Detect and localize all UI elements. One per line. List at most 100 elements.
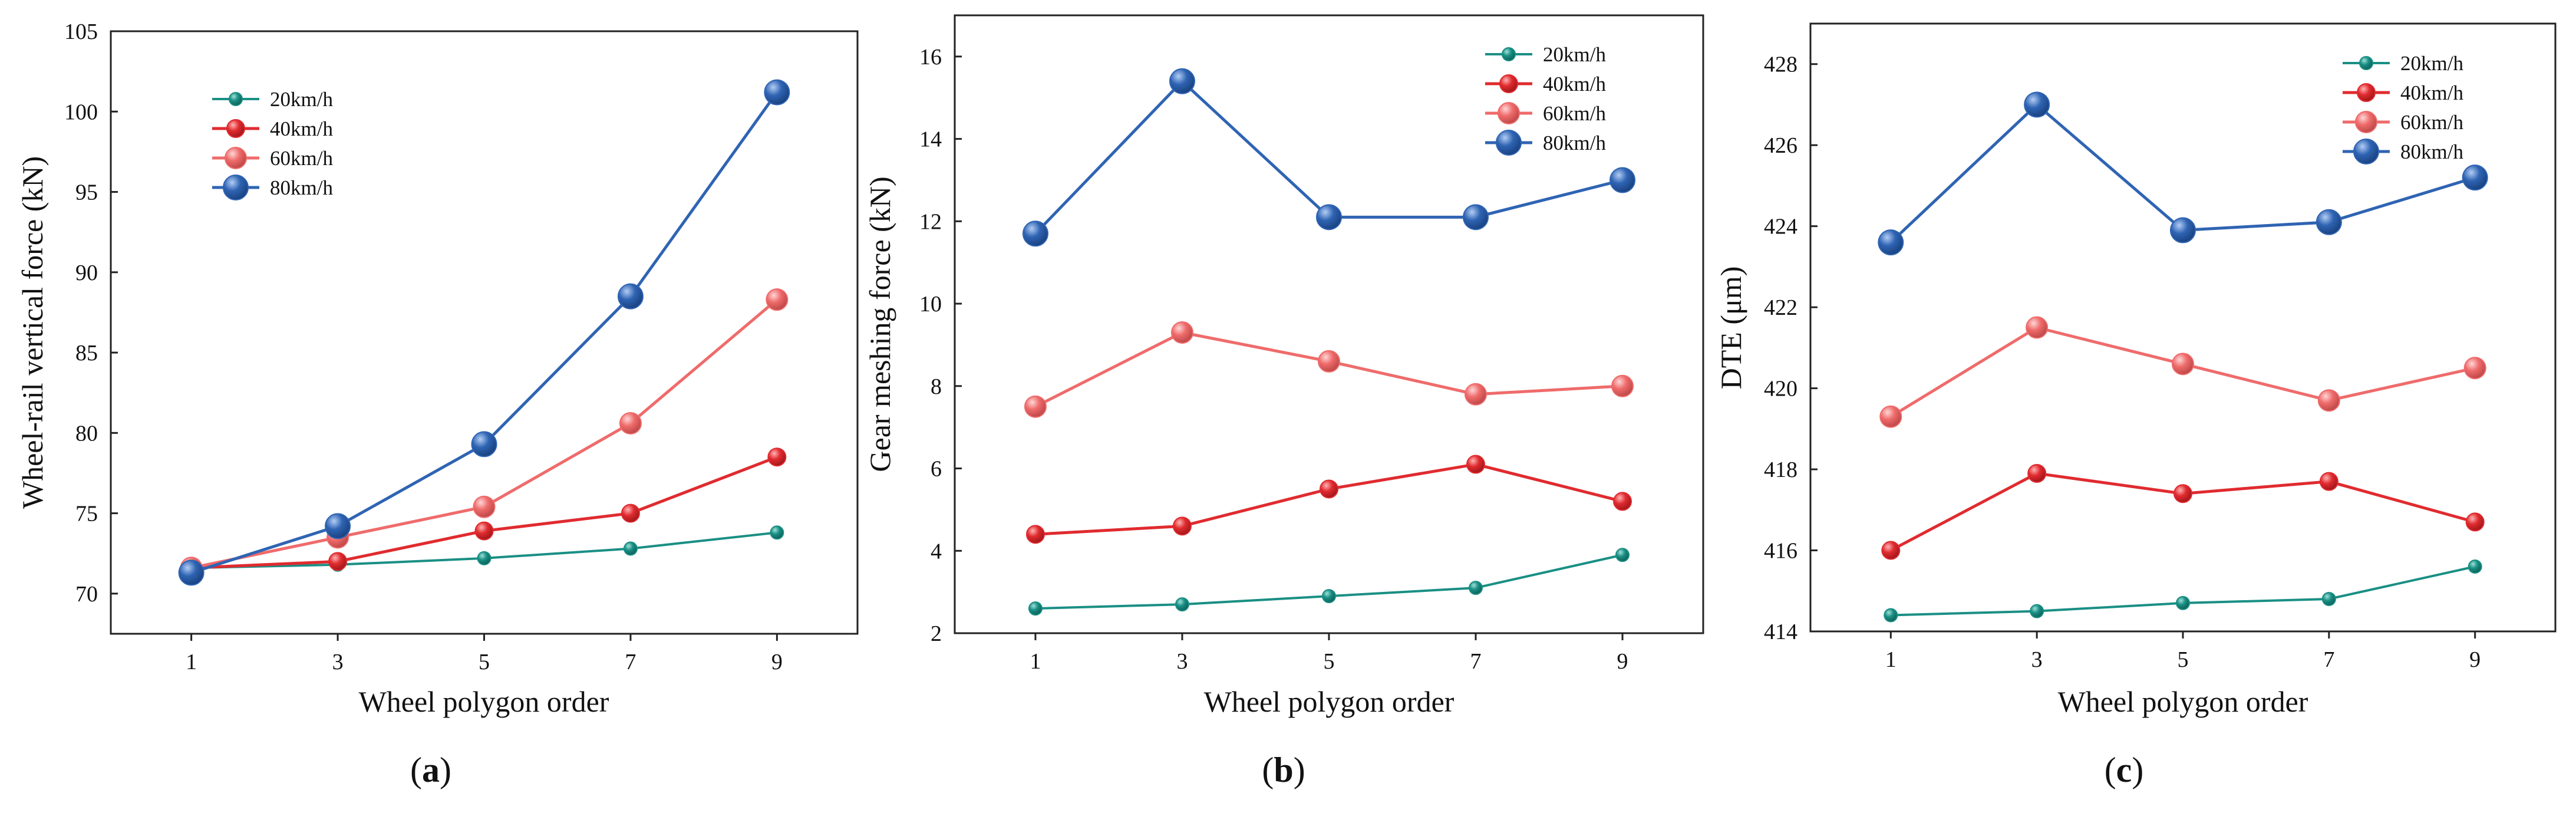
legend-swatch-marker bbox=[2359, 56, 2373, 70]
data-point-60km-h bbox=[1465, 383, 1487, 406]
data-point-40km-h bbox=[2319, 472, 2338, 491]
data-point-80km-h bbox=[2462, 164, 2488, 191]
y-tick-label: 428 bbox=[1764, 52, 1797, 77]
y-tick-label: 70 bbox=[75, 582, 98, 607]
legend-a: 20km/h 40km/h 60km/h 80km/h bbox=[212, 88, 333, 200]
x-tick-label: 7 bbox=[1470, 649, 1482, 674]
x-tick-label: 9 bbox=[1617, 649, 1628, 674]
data-point-20km-h bbox=[2030, 604, 2044, 618]
series-layer-c bbox=[1878, 91, 2488, 623]
x-tick-label: 3 bbox=[2031, 647, 2043, 672]
chart-panel-c: 414 416 418 420 422 424 426 428 1 3 5 7 9 20km/h 40k… bbox=[1714, 22, 2557, 789]
legend-label: 60km/h bbox=[2400, 111, 2463, 134]
y-tick-label: 100 bbox=[64, 100, 98, 124]
data-point-60km-h bbox=[1879, 405, 1902, 428]
y-axis-title-b: Gear meshing force (kN) bbox=[863, 176, 896, 472]
legend-swatch-marker bbox=[1502, 47, 1516, 61]
panel-label-c: (c) bbox=[2105, 751, 2144, 789]
data-point-40km-h bbox=[2465, 512, 2485, 532]
data-point-40km-h bbox=[1172, 516, 1192, 536]
y-tick-label: 10 bbox=[919, 292, 942, 317]
x-tick-label: 5 bbox=[479, 650, 490, 674]
panel-letter-a: a bbox=[422, 751, 440, 789]
data-point-40km-h bbox=[328, 552, 348, 571]
data-point-40km-h bbox=[1320, 479, 1338, 499]
legend-label: 80km/h bbox=[1543, 131, 1606, 154]
y-axis-title-c: DTE (μm) bbox=[1714, 266, 1747, 390]
x-tick-label: 9 bbox=[2469, 647, 2481, 672]
data-point-80km-h bbox=[764, 79, 790, 106]
legend-label: 20km/h bbox=[1543, 43, 1606, 66]
data-point-80km-h bbox=[1022, 220, 1048, 247]
x-tick-label: 1 bbox=[186, 650, 197, 674]
data-point-40km-h bbox=[474, 521, 494, 541]
data-point-20km-h bbox=[477, 551, 492, 565]
data-point-60km-h bbox=[1318, 350, 1340, 373]
y-tick-label: 14 bbox=[919, 127, 942, 152]
data-point-20km-h bbox=[2176, 595, 2190, 610]
y-tick-label: 426 bbox=[1764, 133, 1797, 158]
data-point-80km-h bbox=[2024, 91, 2050, 118]
data-point-20km-h bbox=[1175, 597, 1189, 612]
legend-swatch-marker bbox=[1498, 102, 1520, 124]
legend-swatch-marker bbox=[225, 147, 247, 169]
panel-letter-b: b bbox=[1274, 751, 1293, 789]
legend-label: 60km/h bbox=[270, 147, 333, 170]
data-point-40km-h bbox=[1025, 525, 1045, 544]
x-axis-b: 1 3 5 7 9 bbox=[1030, 633, 1628, 674]
y-tick-label: 2 bbox=[931, 621, 942, 646]
data-point-80km-h bbox=[617, 283, 644, 310]
x-axis-title-b: Wheel polygon order bbox=[1204, 685, 1454, 718]
data-point-80km-h bbox=[1316, 204, 1342, 231]
y-tick-label: 8 bbox=[931, 374, 942, 399]
data-point-60km-h bbox=[619, 412, 642, 435]
x-axis-title-a: Wheel polygon order bbox=[359, 685, 609, 718]
data-point-40km-h bbox=[767, 447, 787, 467]
y-tick-label: 90 bbox=[75, 261, 98, 285]
data-point-20km-h bbox=[1615, 548, 1630, 562]
panel-letter-c: c bbox=[2116, 751, 2132, 789]
y-tick-label: 418 bbox=[1764, 457, 1797, 482]
data-point-60km-h bbox=[766, 288, 789, 311]
y-tick-label: 80 bbox=[75, 421, 98, 446]
x-tick-label: 5 bbox=[2178, 647, 2189, 672]
legend-label: 20km/h bbox=[2400, 52, 2463, 75]
data-point-80km-h bbox=[471, 431, 497, 457]
data-point-40km-h bbox=[1881, 541, 1901, 560]
legend-label: 60km/h bbox=[1543, 102, 1606, 125]
series-line-40km-h bbox=[1035, 463, 1623, 536]
data-point-40km-h bbox=[1613, 492, 1632, 511]
series-layer-a bbox=[178, 79, 790, 586]
x-tick-label: 7 bbox=[625, 650, 636, 674]
data-point-60km-h bbox=[2317, 389, 2340, 412]
x-tick-label: 3 bbox=[332, 650, 344, 674]
legend-label: 20km/h bbox=[270, 88, 333, 111]
data-point-60km-h bbox=[2026, 316, 2049, 339]
y-tick-label: 75 bbox=[75, 502, 98, 526]
chart-panel-a: 70 75 80 85 90 95 100 105 1 3 5 7 9 20km/h 40km/h 60k… bbox=[16, 19, 859, 789]
data-point-60km-h bbox=[1170, 321, 1193, 344]
data-point-80km-h bbox=[1169, 68, 1195, 94]
data-point-20km-h bbox=[770, 525, 784, 540]
data-point-40km-h bbox=[2173, 484, 2192, 503]
x-axis-title-c: Wheel polygon order bbox=[2058, 685, 2308, 718]
data-point-60km-h bbox=[2463, 357, 2486, 380]
y-tick-label: 422 bbox=[1764, 295, 1797, 320]
series-layer-b bbox=[1022, 68, 1636, 616]
data-point-40km-h bbox=[1466, 455, 1486, 474]
x-tick-label: 9 bbox=[771, 650, 783, 674]
y-tick-label: 12 bbox=[919, 209, 942, 234]
y-tick-label: 105 bbox=[64, 19, 98, 44]
x-axis-c: 1 3 5 7 9 bbox=[1885, 631, 2481, 672]
legend-swatch-marker bbox=[1496, 130, 1522, 156]
y-axis-c: 414 416 418 420 422 424 426 428 bbox=[1764, 52, 1818, 644]
data-point-80km-h bbox=[2316, 209, 2342, 235]
data-point-20km-h bbox=[1322, 589, 1336, 604]
panel-label-a: (a) bbox=[410, 751, 451, 789]
x-tick-label: 1 bbox=[1030, 649, 1041, 674]
legend-b: 20km/h 40km/h 60km/h 80km/h bbox=[1485, 43, 1606, 156]
legend-label: 80km/h bbox=[2400, 140, 2463, 163]
y-tick-label: 4 bbox=[931, 539, 942, 564]
y-tick-label: 416 bbox=[1764, 539, 1797, 564]
